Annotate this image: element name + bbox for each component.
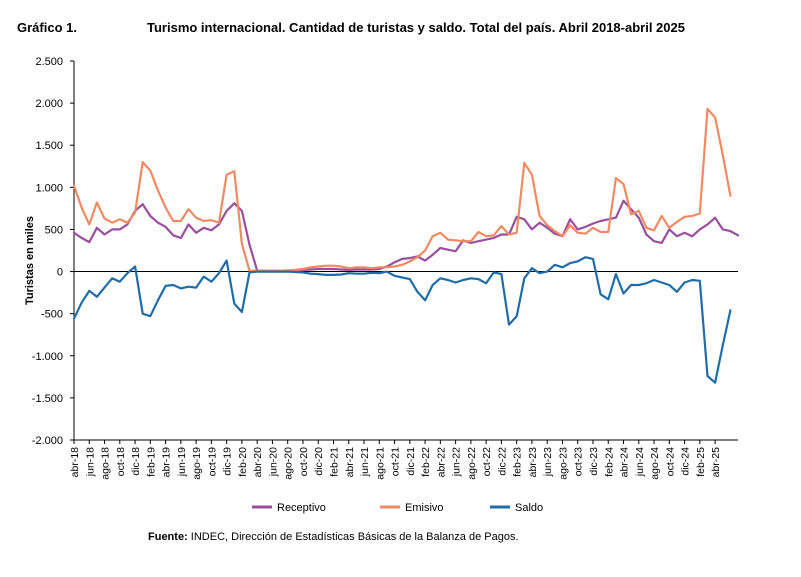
x-tick-label: ago-24	[649, 447, 661, 480]
x-tick-label: feb-25	[695, 447, 707, 477]
y-tick-label: -500	[41, 309, 63, 321]
x-tick-label: abr-22	[435, 447, 447, 478]
x-tick-label: oct-24	[664, 447, 676, 476]
x-tick-label: dic-22	[496, 447, 508, 476]
series-lines	[72, 107, 740, 384]
y-tick-label: -1.000	[32, 351, 63, 363]
series-line-emisivo	[72, 107, 732, 272]
x-tick-label: ago-21	[374, 447, 386, 480]
y-tick-label: 1.500	[35, 140, 63, 152]
series-line-saldo	[72, 256, 732, 384]
x-tick-label: abr-19	[161, 447, 173, 478]
x-tick-label: ago-22	[466, 447, 478, 480]
x-tick-label: dic-18	[130, 447, 142, 476]
x-tick-label: dic-24	[680, 447, 692, 476]
x-tick-label: abr-21	[344, 447, 356, 478]
x-tick-label: ago-18	[100, 447, 112, 480]
x-tick-label: jun-23	[542, 447, 554, 477]
x-tick-label: feb-20	[237, 447, 249, 477]
x-tick-label: feb-19	[145, 447, 157, 477]
x-tick-label: dic-23	[588, 447, 600, 476]
x-tick-label: oct-22	[481, 447, 493, 476]
x-tick-label: dic-19	[222, 447, 234, 476]
x-tick-label: abr-18	[69, 447, 81, 478]
x-tick-label: abr-25	[710, 447, 722, 478]
y-tick-label: 2.500	[35, 56, 63, 68]
y-axis-ticks: 2.500 2.000 1.500 1.000 500 0 -500 -1.000 -1.500…	[32, 56, 74, 447]
legend-label-receptivo: Receptivo	[277, 502, 326, 514]
y-tick-label: -1.500	[32, 393, 63, 405]
x-tick-label: dic-20	[313, 447, 325, 476]
x-tick-label: jun-24	[634, 447, 646, 477]
x-tick-label: dic-21	[405, 447, 417, 476]
x-tick-label: feb-24	[603, 447, 615, 477]
chart-title: Turismo internacional. Cantidad de turis…	[147, 20, 685, 35]
x-tick-label: oct-20	[298, 447, 310, 476]
y-axis-label: Turistas en miles	[24, 216, 36, 305]
x-tick-label: ago-23	[557, 447, 569, 480]
x-tick-label: ago-19	[191, 447, 203, 480]
x-tick-label: feb-23	[512, 447, 524, 477]
x-tick-label: feb-21	[328, 447, 340, 477]
x-tick-label: abr-24	[619, 447, 631, 478]
x-tick-label: jun-18	[84, 447, 96, 477]
y-tick-label: -2.000	[32, 435, 63, 447]
x-tick-label: jun-22	[451, 447, 463, 477]
series-line-receptivo	[72, 199, 740, 272]
x-tick-label: abr-23	[527, 447, 539, 478]
legend-label-saldo: Saldo	[515, 502, 543, 514]
source-prefix: Fuente:	[148, 531, 188, 543]
y-tick-label: 0	[57, 267, 63, 279]
y-tick-label: 500	[45, 224, 63, 236]
y-tick-label: 2.000	[35, 98, 63, 110]
x-tick-label: oct-19	[206, 447, 218, 476]
x-tick-label: oct-18	[115, 447, 127, 476]
source-text: INDEC, Dirección de Estadísticas Básicas…	[190, 531, 519, 543]
x-tick-label: jun-21	[359, 447, 371, 477]
figure-label: Gráfico 1.	[17, 20, 77, 35]
x-tick-label: jun-19	[176, 447, 188, 477]
source-note: Fuente: INDEC, Dirección de Estadísticas…	[148, 531, 519, 543]
x-tick-label: feb-22	[420, 447, 432, 477]
x-tick-label: oct-23	[573, 447, 585, 476]
x-axis-ticks: abr-18 jun-18 ago-18 oct-18 dic-18 feb-19 abr-…	[69, 440, 722, 480]
x-tick-label: jun-20	[267, 447, 279, 477]
legend: Receptivo Emisivo Saldo	[252, 502, 543, 514]
x-tick-label: abr-20	[252, 447, 264, 478]
y-tick-label: 1.000	[35, 182, 63, 194]
x-tick-label: ago-20	[283, 447, 295, 480]
legend-label-emisivo: Emisivo	[405, 502, 444, 514]
x-tick-label: oct-21	[390, 447, 402, 476]
